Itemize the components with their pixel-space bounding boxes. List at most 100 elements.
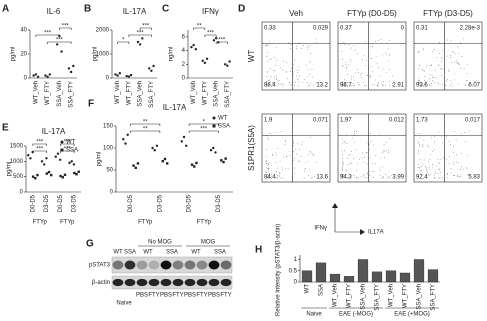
event-dot xyxy=(268,172,270,174)
event-dot xyxy=(301,141,303,143)
quadrant-value: 0.071 xyxy=(313,118,329,124)
event-dot xyxy=(447,172,448,174)
event-dot xyxy=(286,156,288,158)
event-dot xyxy=(305,64,307,66)
event-dot xyxy=(357,82,359,84)
event-dot xyxy=(418,80,419,82)
event-dot xyxy=(421,145,423,147)
event-dot xyxy=(268,175,270,177)
event-dot xyxy=(268,168,269,169)
event-dot xyxy=(348,155,350,156)
event-dot xyxy=(309,85,311,87)
significance-label: *** xyxy=(207,31,215,37)
event-dot xyxy=(270,175,272,177)
y-tick-label: 100 xyxy=(103,146,114,152)
event-dot xyxy=(364,40,366,42)
event-dot xyxy=(372,171,374,172)
data-point xyxy=(60,50,63,53)
data-point xyxy=(228,60,231,63)
flow-plot xyxy=(261,21,331,91)
group-label: No MOG xyxy=(148,240,172,246)
event-dot xyxy=(421,170,423,171)
event-dot xyxy=(299,42,301,44)
event-dot xyxy=(311,76,313,78)
event-dot xyxy=(275,155,277,157)
event-dot xyxy=(309,45,311,47)
event-dot xyxy=(298,80,300,82)
event-dot xyxy=(341,162,343,164)
event-dot xyxy=(350,59,352,61)
event-dot xyxy=(372,170,373,172)
event-dot xyxy=(388,177,390,179)
row-label: β-actin xyxy=(92,280,110,286)
y-tick-label: 1000 xyxy=(10,159,24,165)
event-dot xyxy=(446,55,448,57)
event-dot xyxy=(271,82,273,84)
x-tick-label: SSA_Veh xyxy=(417,284,423,310)
significance-bracket xyxy=(117,41,130,44)
event-dot xyxy=(265,84,267,86)
event-dot xyxy=(438,177,439,179)
event-dot xyxy=(309,61,311,63)
event-dot xyxy=(438,83,440,85)
event-dot xyxy=(419,82,420,83)
row-label: WT xyxy=(247,50,256,63)
event-dot xyxy=(443,157,444,159)
event-dot xyxy=(349,44,351,46)
event-dot xyxy=(342,162,344,163)
event-dot xyxy=(368,175,370,176)
blot-band xyxy=(148,278,160,287)
event-dot xyxy=(434,69,436,71)
event-dot xyxy=(418,50,420,52)
data-point xyxy=(214,37,218,40)
y-axis-label: pg/ml xyxy=(11,47,17,62)
event-dot xyxy=(346,67,348,69)
blot-band xyxy=(160,278,172,287)
data-point xyxy=(48,73,52,76)
event-dot xyxy=(265,81,267,83)
panel-label: E xyxy=(2,123,9,134)
significance-bracket xyxy=(32,143,47,146)
event-dot xyxy=(460,67,461,69)
data-point xyxy=(72,64,75,68)
legend-marker xyxy=(212,116,216,120)
y-tick-label: 40 xyxy=(20,28,27,34)
lane-label: WT xyxy=(143,250,153,256)
event-dot xyxy=(280,177,282,179)
column-header: Veh xyxy=(289,9,303,18)
event-dot xyxy=(266,55,268,57)
event-dot xyxy=(293,157,295,159)
event-dot xyxy=(313,154,315,156)
event-dot xyxy=(308,85,309,87)
event-dot xyxy=(366,177,368,178)
event-dot xyxy=(303,169,305,170)
blot-band xyxy=(196,260,208,270)
event-dot xyxy=(457,176,459,177)
panel-label: B xyxy=(84,4,91,15)
event-dot xyxy=(272,82,274,84)
event-dot xyxy=(434,177,435,179)
event-dot xyxy=(344,84,346,86)
quadrant-value: 0.012 xyxy=(389,118,405,124)
event-dot xyxy=(421,166,422,168)
data-point xyxy=(27,154,30,157)
event-dot xyxy=(445,80,447,82)
event-dot xyxy=(350,61,352,63)
bar xyxy=(301,270,313,283)
event-dot xyxy=(342,170,344,171)
event-dot xyxy=(281,169,283,170)
event-dot xyxy=(382,81,384,82)
quadrant-value: 96.7 xyxy=(340,83,352,89)
column-header: FTYp (D3-D5) xyxy=(423,9,473,18)
event-dot xyxy=(293,82,295,83)
data-point xyxy=(205,57,209,60)
event-dot xyxy=(428,174,430,176)
event-dot xyxy=(445,84,447,86)
event-dot xyxy=(349,162,351,164)
event-dot xyxy=(373,84,375,86)
event-dot xyxy=(301,144,303,146)
event-dot xyxy=(365,151,367,153)
quadrant-value: 0.029 xyxy=(313,26,329,32)
event-dot xyxy=(454,79,456,81)
event-dot xyxy=(382,54,383,56)
